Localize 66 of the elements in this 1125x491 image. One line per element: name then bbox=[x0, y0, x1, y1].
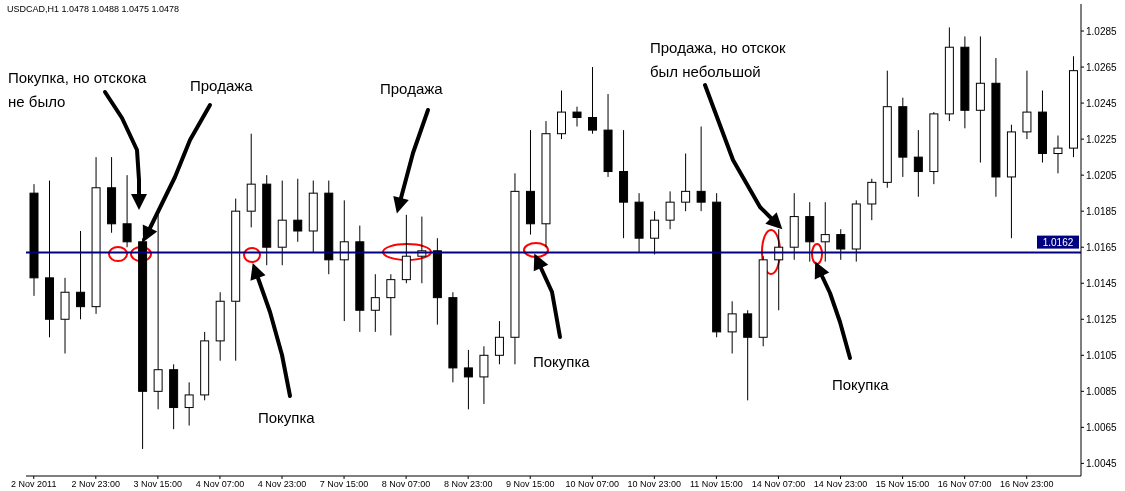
candlestick bbox=[463, 349, 473, 410]
x-tick-label: 14 Nov 07:00 bbox=[751, 479, 806, 490]
candlestick bbox=[1022, 70, 1032, 140]
candlestick bbox=[743, 309, 753, 401]
y-tick-label: 1.0145 bbox=[1086, 277, 1118, 289]
candlestick bbox=[572, 106, 582, 127]
x-tick-label: 15 Nov 15:00 bbox=[875, 479, 930, 490]
candlestick bbox=[386, 273, 396, 336]
y-tick-label: 1.0105 bbox=[1086, 349, 1118, 361]
x-tick-label: 10 Nov 07:00 bbox=[565, 479, 620, 490]
y-tick-label: 1.0205 bbox=[1086, 169, 1118, 181]
y-tick-label: 1.0225 bbox=[1086, 133, 1118, 145]
candlestick bbox=[727, 300, 737, 354]
candlestick bbox=[1053, 135, 1063, 174]
candlestick bbox=[836, 228, 846, 261]
x-tick-label: 11 Nov 15:00 bbox=[689, 479, 743, 490]
x-tick-label: 14 Nov 23:00 bbox=[813, 479, 868, 490]
candlestick bbox=[479, 345, 489, 405]
candlestick bbox=[557, 89, 566, 140]
x-tick-label: 2 Nov 23:00 bbox=[71, 479, 121, 490]
x-tick-label: 4 Nov 07:00 bbox=[195, 479, 245, 490]
annotation: Покупка, но отскока не было bbox=[8, 68, 148, 112]
candlestick bbox=[122, 174, 132, 248]
x-tick-label: 16 Nov 07:00 bbox=[937, 479, 992, 490]
annotation: Покупка bbox=[832, 375, 890, 395]
candlestick bbox=[76, 230, 86, 320]
y-tick-label: 1.0085 bbox=[1086, 385, 1118, 397]
x-tick-label: 8 Nov 23:00 bbox=[443, 479, 493, 490]
x-tick-label: 10 Nov 23:00 bbox=[627, 479, 682, 490]
candlestick bbox=[339, 199, 349, 322]
y-tick-label: 1.0285 bbox=[1086, 25, 1118, 37]
candlestick bbox=[401, 214, 411, 284]
candlestick bbox=[665, 190, 675, 230]
x-tick-label: 8 Nov 07:00 bbox=[381, 479, 431, 490]
annotation: Покупка bbox=[258, 408, 316, 428]
candlestick bbox=[650, 210, 660, 255]
candlestick bbox=[370, 273, 380, 333]
y-tick-label: 1.0185 bbox=[1086, 205, 1118, 217]
candlestick bbox=[293, 178, 303, 243]
annotation: Продажа bbox=[190, 76, 254, 96]
x-tick-label: 16 Nov 23:00 bbox=[999, 479, 1054, 490]
x-tick-label: 2 Nov 2011 bbox=[11, 479, 57, 490]
candlestick bbox=[184, 381, 194, 427]
candlestick bbox=[867, 178, 877, 221]
y-tick-label: 1.0125 bbox=[1086, 313, 1118, 325]
x-tick-label: 3 Nov 15:00 bbox=[133, 479, 183, 490]
y-tick-label: 1.0065 bbox=[1086, 421, 1118, 433]
candlestick bbox=[913, 129, 923, 198]
x-tick-label: 9 Nov 15:00 bbox=[505, 479, 555, 490]
candlestick bbox=[696, 126, 706, 212]
chart-title: USDCAD,H1 1.0478 1.0488 1.0475 1.0478 bbox=[7, 4, 180, 14]
y-tick-label: 1.0265 bbox=[1086, 61, 1118, 73]
x-tick-label: 7 Nov 15:00 bbox=[319, 479, 369, 490]
candlestick bbox=[494, 320, 504, 365]
y-tick-label: 1.0045 bbox=[1086, 457, 1118, 469]
y-tick-label: 1.0165 bbox=[1086, 241, 1118, 253]
annotation: Продажа, но отскок был небольшой bbox=[650, 38, 787, 82]
x-tick-label: 4 Nov 23:00 bbox=[257, 479, 307, 490]
candlestick bbox=[820, 201, 830, 263]
ref-line-label: 1.0162 bbox=[1042, 236, 1074, 248]
y-tick-label: 1.0245 bbox=[1086, 97, 1118, 109]
annotation: Продажа bbox=[380, 79, 444, 99]
annotation: Покупка bbox=[533, 352, 591, 372]
candlestick bbox=[588, 66, 598, 135]
candlestick bbox=[153, 212, 163, 410]
candlestick bbox=[681, 153, 691, 212]
